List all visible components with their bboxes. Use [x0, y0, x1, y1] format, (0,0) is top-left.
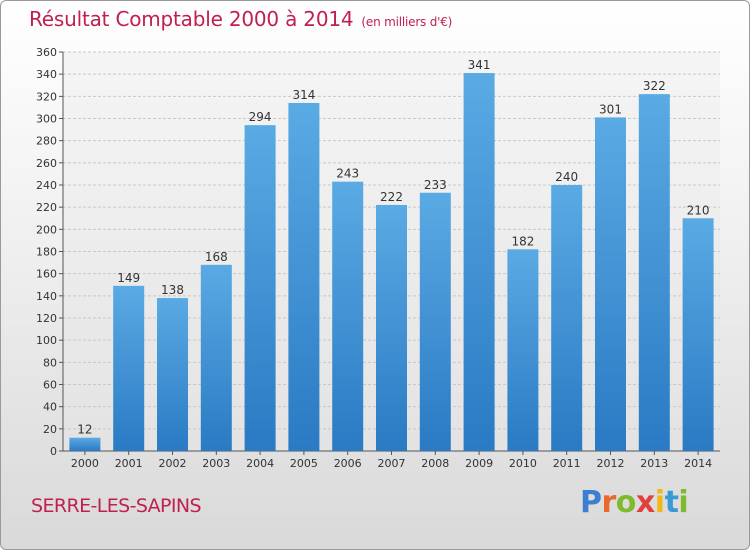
y-tick-label: 80 [43, 356, 57, 369]
bar-value-label: 138 [161, 283, 184, 297]
logo-letter: r [601, 485, 617, 520]
bar-value-label: 341 [468, 58, 491, 72]
bar-value-label: 243 [336, 167, 359, 181]
bar-value-label: 168 [205, 250, 228, 264]
y-tick-label: 200 [36, 223, 57, 236]
bar [419, 192, 451, 451]
bar [200, 264, 232, 451]
y-tick-label: 120 [36, 312, 57, 325]
y-tick-label: 180 [36, 246, 57, 259]
bar-value-label: 222 [380, 190, 403, 204]
logo-letter: x [635, 485, 655, 520]
x-tick-label: 2000 [71, 457, 99, 470]
x-tick-label: 2003 [202, 457, 230, 470]
bar-value-label: 233 [424, 178, 447, 192]
y-tick-label: 360 [36, 46, 57, 59]
y-tick-label: 340 [36, 68, 57, 81]
x-tick-label: 2002 [159, 457, 187, 470]
y-tick-label: 0 [50, 445, 57, 458]
logo-letter: o [615, 485, 637, 520]
y-tick-label: 220 [36, 201, 57, 214]
x-tick-label: 2004 [246, 457, 274, 470]
bar-value-label: 12 [77, 423, 92, 437]
bar-value-label: 314 [292, 88, 315, 102]
bar [463, 73, 495, 451]
y-tick-label: 320 [36, 90, 57, 103]
bar-value-label: 210 [687, 203, 710, 217]
y-tick-label: 140 [36, 290, 57, 303]
bar [244, 125, 276, 452]
bar [288, 102, 320, 451]
logo-letter: i [654, 485, 665, 520]
x-tick-label: 2001 [115, 457, 143, 470]
bar [157, 298, 188, 451]
commune-name: SERRE-LES-SAPINS [31, 495, 202, 517]
bar [551, 185, 583, 451]
bar-value-label: 149 [117, 271, 140, 285]
x-tick-label: 2005 [290, 457, 318, 470]
y-tick-label: 60 [43, 379, 57, 392]
logo-letter: P [580, 485, 602, 520]
y-tick-label: 160 [36, 268, 57, 281]
bar [332, 181, 364, 452]
bar-value-label: 240 [555, 170, 578, 184]
chart-subtitle: (en milliers d'€) [361, 15, 453, 29]
bar-value-label: 182 [511, 234, 534, 248]
bar [638, 94, 670, 451]
chart-title: Résultat Comptable 2000 à 2014 (en millie… [29, 7, 452, 31]
y-tick-label: 300 [36, 113, 57, 126]
bar-value-label: 294 [249, 110, 272, 124]
bar [507, 249, 539, 451]
chart-title-text: Résultat Comptable 2000 à 2014 [29, 7, 354, 31]
y-tick-label: 20 [43, 423, 57, 436]
bar [113, 285, 145, 451]
x-tick-label: 2006 [334, 457, 362, 470]
logo-letter: t [664, 485, 679, 520]
y-tick-label: 240 [36, 179, 57, 192]
bar-value-label: 322 [643, 79, 666, 93]
bar [376, 204, 407, 451]
bar [69, 437, 101, 451]
bar-value-label: 301 [599, 102, 622, 116]
x-tick-label: 2012 [597, 457, 625, 470]
x-tick-label: 2007 [378, 457, 406, 470]
bar [595, 117, 626, 452]
y-tick-label: 40 [43, 401, 57, 414]
proxiti-logo: Proxiti [580, 485, 689, 520]
x-tick-label: 2010 [509, 457, 537, 470]
logo-letter: i [678, 485, 689, 520]
x-tick-label: 2009 [465, 457, 493, 470]
y-tick-label: 100 [36, 334, 57, 347]
x-tick-label: 2013 [640, 457, 668, 470]
y-tick-label: 280 [36, 135, 57, 148]
x-tick-label: 2011 [553, 457, 581, 470]
y-tick-label: 260 [36, 157, 57, 170]
x-tick-label: 2014 [684, 457, 712, 470]
bar [682, 218, 714, 451]
x-tick-label: 2008 [421, 457, 449, 470]
